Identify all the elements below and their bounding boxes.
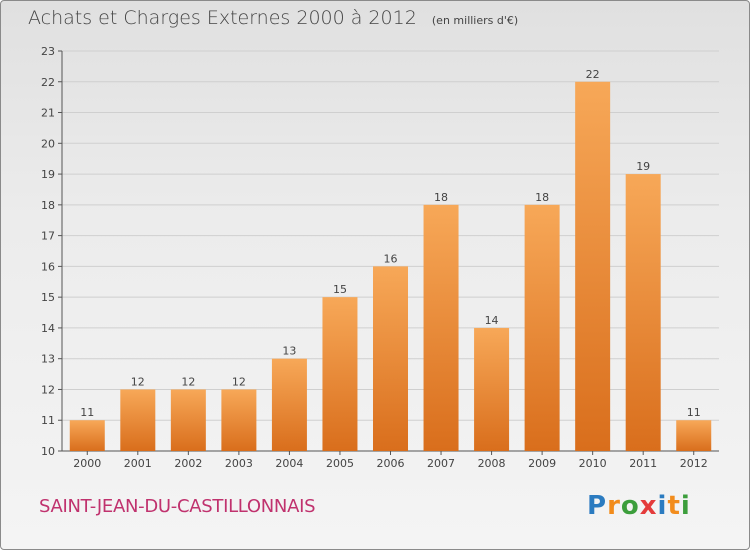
bar xyxy=(271,358,307,451)
bar xyxy=(423,204,459,451)
bar xyxy=(524,204,560,451)
bar-value-label: 22 xyxy=(586,68,600,81)
y-tick-label: 19 xyxy=(41,168,55,181)
logo-letter: i xyxy=(680,491,691,521)
y-tick-label: 18 xyxy=(41,199,55,212)
x-tick-label: 2004 xyxy=(275,457,303,470)
x-tick-label: 2007 xyxy=(427,457,455,470)
y-tick-label: 15 xyxy=(41,291,55,304)
bar xyxy=(373,266,408,451)
x-tick-label: 2008 xyxy=(478,457,506,470)
bar-value-label: 14 xyxy=(485,314,499,327)
y-tick-label: 17 xyxy=(41,230,55,243)
y-tick-label: 22 xyxy=(41,76,55,89)
bar xyxy=(69,420,105,451)
proxiti-logo[interactable]: Proxiti xyxy=(587,491,691,521)
x-tick-label: 2012 xyxy=(680,457,708,470)
bar-value-label: 12 xyxy=(131,375,145,388)
bar-value-label: 11 xyxy=(80,406,94,419)
commune-name: SAINT-JEAN-DU-CASTILLONNAIS xyxy=(39,496,316,517)
bar-value-label: 12 xyxy=(232,375,246,388)
x-tick-label: 2006 xyxy=(377,457,405,470)
y-tick-label: 12 xyxy=(41,383,55,396)
y-tick-label: 23 xyxy=(41,45,55,58)
bar xyxy=(625,174,661,452)
logo-letter: t xyxy=(667,491,681,521)
logo-letter: i xyxy=(657,491,668,521)
x-tick-label: 2001 xyxy=(124,457,152,470)
y-tick-label: 11 xyxy=(41,414,55,427)
logo-letter: r xyxy=(607,491,621,521)
bar-value-label: 18 xyxy=(434,191,448,204)
y-tick-label: 21 xyxy=(41,107,55,120)
chart-unit: (en milliers d'€) xyxy=(431,14,519,27)
y-tick-label: 16 xyxy=(41,260,55,273)
bar-value-label: 11 xyxy=(687,406,701,419)
x-tick-label: 2003 xyxy=(225,457,253,470)
bar-value-label: 19 xyxy=(636,160,650,173)
x-tick-label: 2000 xyxy=(73,457,101,470)
bar-value-label: 16 xyxy=(384,252,398,265)
bar-value-label: 15 xyxy=(333,283,347,296)
x-tick-label: 2011 xyxy=(629,457,657,470)
y-tick-label: 20 xyxy=(41,137,55,150)
x-tick-label: 2002 xyxy=(174,457,202,470)
logo-letter: o xyxy=(620,491,640,521)
title-row: Achats et Charges Externes 2000 à 2012 (… xyxy=(28,7,518,29)
x-tick-label: 2010 xyxy=(579,457,607,470)
bar xyxy=(170,389,206,451)
bar xyxy=(322,297,358,451)
bars xyxy=(69,81,712,452)
bar-value-label: 12 xyxy=(181,375,195,388)
y-tick-label: 13 xyxy=(41,353,55,366)
bar xyxy=(676,420,712,451)
x-tick-label: 2005 xyxy=(326,457,354,470)
bar xyxy=(221,389,257,451)
x-tick-label: 2009 xyxy=(528,457,556,470)
labels: 11 2000 12 2001 12 2002 12 2003 13 2004 15 2005 16 20… xyxy=(73,68,707,470)
bar-value-label: 18 xyxy=(535,191,549,204)
y-tick-label: 10 xyxy=(41,445,55,458)
bar xyxy=(120,389,156,451)
logo-letter: P xyxy=(587,491,608,521)
chart-title: Achats et Charges Externes 2000 à 2012 xyxy=(28,7,417,29)
bar-value-label: 13 xyxy=(282,345,296,358)
bar xyxy=(575,81,611,452)
logo-letter: x xyxy=(639,491,658,521)
bar xyxy=(474,327,510,451)
y-tick-label: 14 xyxy=(41,322,55,335)
